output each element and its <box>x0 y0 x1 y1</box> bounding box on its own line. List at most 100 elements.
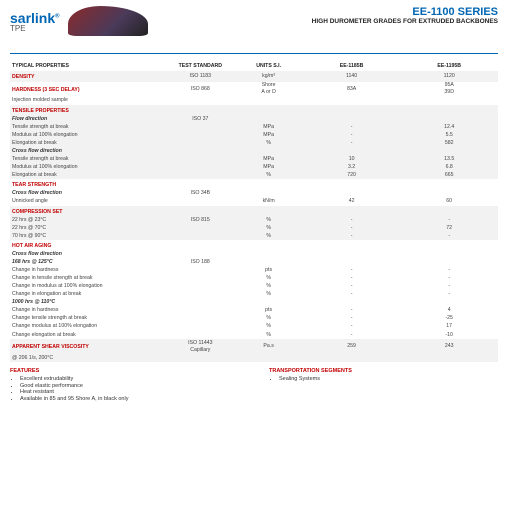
value-cell: - <box>400 267 498 275</box>
prop-cell: Modulus at 100% elongation <box>10 131 166 139</box>
prop-cell: Cross flow direction <box>10 190 166 198</box>
value-cell <box>400 251 498 259</box>
value-cell <box>303 147 401 155</box>
value-cell <box>166 105 234 116</box>
value-cell: - <box>303 131 401 139</box>
table-row: HOT AIR AGING <box>10 240 498 251</box>
value-cell: - <box>400 275 498 283</box>
value-cell <box>303 179 401 190</box>
value-cell: - <box>303 216 401 224</box>
value-cell <box>166 315 234 323</box>
table-row: @ 206 1/s, 200°C <box>10 354 498 362</box>
title-area: EE-1100 SERIES HIGH DUROMETER GRADES FOR… <box>312 6 498 25</box>
value-cell <box>234 147 302 155</box>
value-cell: ISO 1183 <box>166 71 234 82</box>
value-cell <box>166 123 234 131</box>
prop-cell: 168 hrs @ 125°C <box>10 259 166 267</box>
value-cell: -10 <box>400 331 498 339</box>
value-cell: 3.2 <box>303 163 401 171</box>
transport-title: TRANSPORTATION SEGMENTS <box>269 368 498 374</box>
value-cell <box>303 259 401 267</box>
value-cell: - <box>303 267 401 275</box>
value-cell: MPa <box>234 163 302 171</box>
value-cell: ShoreA or D <box>234 82 302 97</box>
value-cell <box>234 190 302 198</box>
prop-cell: Flow direction <box>10 115 166 123</box>
prop-cell: Tensile strength at break <box>10 123 166 131</box>
value-cell: % <box>234 291 302 299</box>
value-cell: - <box>400 291 498 299</box>
value-cell <box>166 131 234 139</box>
prop-cell: Change elongation at break <box>10 331 166 339</box>
value-cell <box>234 115 302 123</box>
value-cell: MPa <box>234 131 302 139</box>
table-row: APPARENT SHEAR VISCOSITYISO 11443Capilla… <box>10 339 498 354</box>
value-cell: 665 <box>400 171 498 179</box>
table-row: 70 hrs @ 90°C%-- <box>10 232 498 240</box>
value-cell <box>166 240 234 251</box>
table-row: Change in elongation at break%-- <box>10 291 498 299</box>
value-cell: - <box>400 232 498 240</box>
header: sarlink® TPE EE-1100 SERIES HIGH DUROMET… <box>10 6 498 54</box>
value-cell: kN/m <box>234 198 302 206</box>
value-cell <box>166 147 234 155</box>
prop-cell: 70 hrs @ 90°C <box>10 232 166 240</box>
value-cell <box>234 259 302 267</box>
prop-cell: Cross flow direction <box>10 251 166 259</box>
value-cell: 12.4 <box>400 123 498 131</box>
value-cell <box>234 206 302 217</box>
table-row: COMPRESSION SET <box>10 206 498 217</box>
col-product-2: EE-1195B <box>400 62 498 71</box>
value-cell <box>166 331 234 339</box>
value-cell: 243 <box>400 339 498 354</box>
value-cell: 83A <box>303 82 401 97</box>
value-cell: 4 <box>400 307 498 315</box>
col-product-1: EE-1185B <box>303 62 401 71</box>
transport-col: TRANSPORTATION SEGMENTS Sealing Systems <box>269 368 498 402</box>
properties-table: TYPICAL PROPERTIES TEST STANDARD UNITS S… <box>10 62 498 362</box>
value-cell: % <box>234 275 302 283</box>
value-cell <box>400 206 498 217</box>
car-image <box>68 6 148 36</box>
prop-cell: TENSILE PROPERTIES <box>10 105 166 116</box>
value-cell: % <box>234 216 302 224</box>
value-cell: - <box>303 323 401 331</box>
value-cell <box>400 240 498 251</box>
value-cell <box>166 232 234 240</box>
value-cell: 95A39D <box>400 82 498 97</box>
features-title: FEATURES <box>10 368 239 374</box>
value-cell: % <box>234 323 302 331</box>
value-cell <box>400 115 498 123</box>
value-cell: - <box>303 331 401 339</box>
table-row: DENSITYISO 1183kg/m³11401120 <box>10 71 498 82</box>
value-cell <box>166 283 234 291</box>
value-cell: - <box>400 216 498 224</box>
value-cell <box>400 97 498 105</box>
value-cell: - <box>303 315 401 323</box>
value-cell: 1120 <box>400 71 498 82</box>
value-cell <box>166 198 234 206</box>
value-cell: - <box>303 224 401 232</box>
prop-cell: COMPRESSION SET <box>10 206 166 217</box>
value-cell <box>166 267 234 275</box>
value-cell: ISO 34B <box>166 190 234 198</box>
value-cell <box>400 190 498 198</box>
value-cell: Pa.s <box>234 339 302 354</box>
value-cell <box>234 105 302 116</box>
prop-cell: HARDNESS (3 SEC DELAY) <box>10 82 166 97</box>
value-cell: pts <box>234 267 302 275</box>
table-row: Change in hardnesspts-4 <box>10 307 498 315</box>
list-item: Excellent extrudability <box>20 376 239 382</box>
prop-cell: 1000 hrs @ 110°C <box>10 299 166 307</box>
prop-cell: HOT AIR AGING <box>10 240 166 251</box>
value-cell: - <box>303 283 401 291</box>
subtitle: HIGH DUROMETER GRADES FOR EXTRUDED BACKB… <box>312 18 498 25</box>
table-row: Flow directionISO 37 <box>10 115 498 123</box>
value-cell <box>400 259 498 267</box>
value-cell: 6.8 <box>400 163 498 171</box>
value-cell <box>166 155 234 163</box>
value-cell: MPa <box>234 155 302 163</box>
prop-cell: Change in elongation at break <box>10 291 166 299</box>
value-cell: - <box>303 139 401 147</box>
features-list: Excellent extrudabilityGood elastic perf… <box>10 376 239 402</box>
